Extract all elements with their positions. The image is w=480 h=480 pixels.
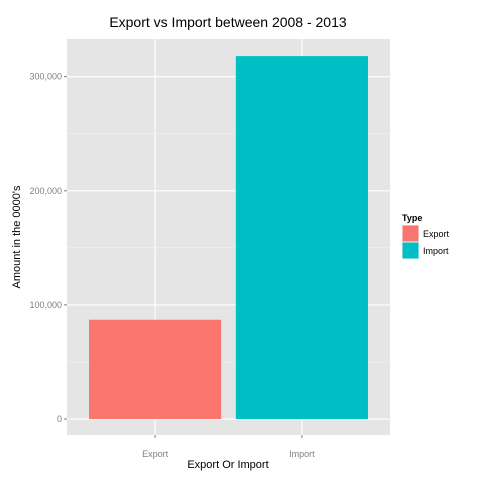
chart-title: Export vs Import between 2008 - 2013 (109, 14, 347, 30)
y-tick-label: 100,000 (29, 300, 62, 310)
legend-label-import: Import (423, 246, 449, 256)
x-tick-label: Export (142, 449, 169, 459)
legend-entries: Export Import (402, 225, 450, 259)
legend-label-export: Export (423, 229, 450, 239)
bar-export (89, 319, 222, 420)
bar-import (235, 56, 368, 420)
legend-title: Type (402, 213, 422, 223)
y-axis-title: Amount in the 0000's (11, 185, 23, 289)
legend: Type Export Import (402, 213, 450, 259)
y-tick-label: 0 (57, 414, 62, 424)
y-tick-label: 200,000 (29, 186, 62, 196)
y-tick-label: 300,000 (29, 72, 62, 82)
bars (89, 56, 368, 420)
y-axis-ticks: 0 100,000 200,000 300,000 (29, 72, 67, 424)
x-axis-title: Export Or Import (187, 459, 268, 471)
x-tick-label: Import (289, 449, 315, 459)
legend-key-import (402, 242, 419, 259)
x-axis-ticks: Export Import (142, 435, 315, 459)
legend-key-export (402, 225, 419, 242)
